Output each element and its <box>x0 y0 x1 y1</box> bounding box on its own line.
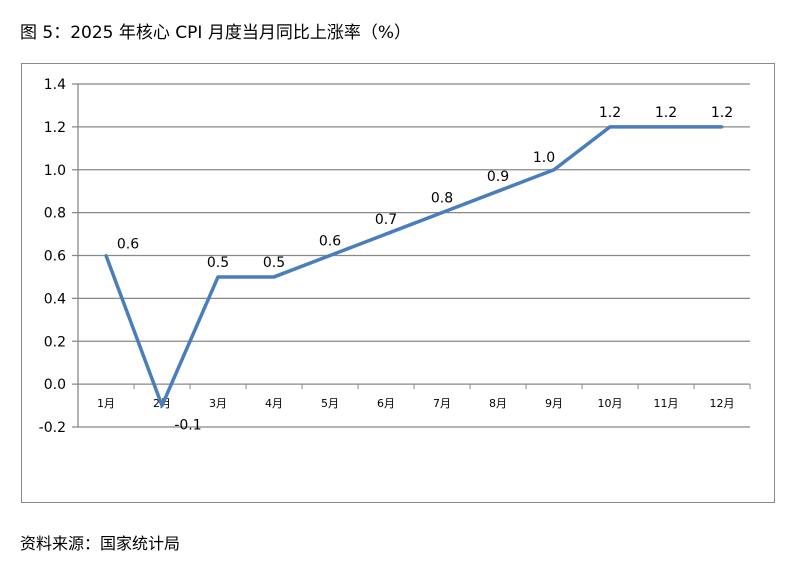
data-label: 0.9 <box>487 169 509 185</box>
y-tick-label: 0.4 <box>44 291 66 307</box>
x-tick-label: 4月 <box>265 397 283 410</box>
y-tick-label: 1.4 <box>44 77 66 93</box>
data-point <box>552 168 556 172</box>
x-tick-label: 11月 <box>654 397 679 410</box>
x-tick-label: 12月 <box>710 397 735 410</box>
x-tick-label: 10月 <box>598 397 623 410</box>
y-tick-label: 0.6 <box>44 249 66 265</box>
y-tick-label: 1.0 <box>44 163 66 179</box>
chart-frame <box>21 63 775 503</box>
data-label: 0.8 <box>431 191 453 207</box>
data-label: 1.0 <box>533 150 555 166</box>
data-label: 1.2 <box>655 105 677 121</box>
y-tick-label: 0.2 <box>44 334 66 350</box>
data-point <box>160 404 164 408</box>
data-point <box>328 254 332 257</box>
data-label: 0.7 <box>375 212 397 228</box>
x-tick-label: 6月 <box>377 397 395 410</box>
data-point <box>664 125 668 129</box>
x-tick-label: 3月 <box>209 397 227 410</box>
x-tick-label: 9月 <box>545 397 563 410</box>
data-point <box>104 254 108 257</box>
data-label: -0.1 <box>174 418 201 434</box>
data-point <box>272 275 276 279</box>
data-point <box>384 232 388 236</box>
x-tick-label: 5月 <box>321 397 339 410</box>
data-label: 0.6 <box>117 237 139 253</box>
data-label: 1.2 <box>711 105 733 121</box>
data-label: 1.2 <box>599 105 621 121</box>
data-label: 0.6 <box>319 234 341 250</box>
data-point <box>216 275 220 279</box>
data-point <box>608 125 612 129</box>
chart-title: 图 5：2025 年核心 CPI 月度当月同比上涨率（%） <box>20 23 411 43</box>
y-tick-label: -0.2 <box>39 420 66 436</box>
y-tick-label: 1.2 <box>44 120 66 136</box>
y-tick-label: 0.0 <box>44 377 66 393</box>
series-line <box>104 125 722 408</box>
data-point <box>440 211 444 215</box>
data-label: 0.5 <box>207 255 229 271</box>
y-tick-label: 0.8 <box>44 206 66 222</box>
x-tick-label: 8月 <box>489 397 507 410</box>
data-label: 0.5 <box>263 255 285 271</box>
x-tick-label: 7月 <box>433 397 451 410</box>
data-point <box>496 189 500 193</box>
x-tick-label: 1月 <box>97 397 115 410</box>
source-note: 资料来源：国家统计局 <box>20 534 181 553</box>
data-point <box>720 125 724 129</box>
